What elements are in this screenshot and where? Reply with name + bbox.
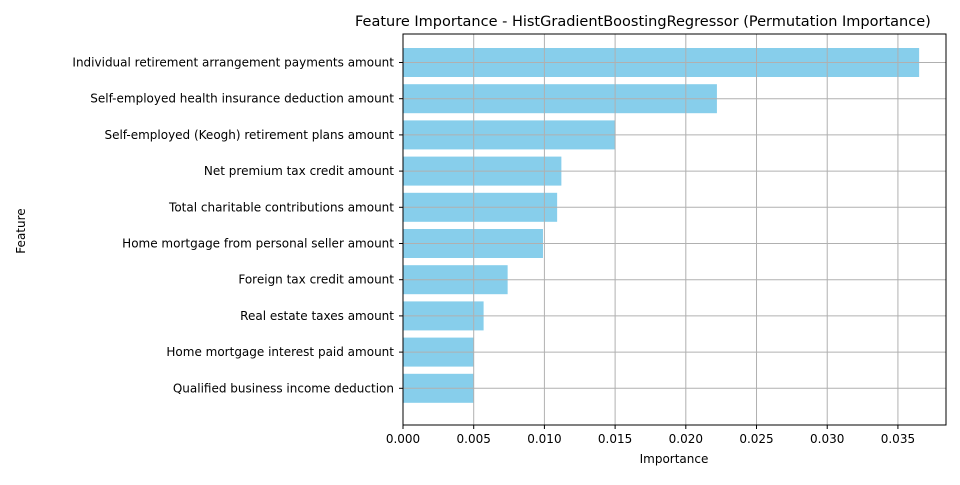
chart-title: Feature Importance - HistGradientBoostin… xyxy=(355,14,931,30)
y-tick-label: Foreign tax credit amount xyxy=(238,273,394,287)
x-tick-label: 0.005 xyxy=(457,432,491,446)
x-ticks: 0.000 0.005 0.010 0.015 0.020 0.025 0.030 0.035 xyxy=(386,425,915,446)
y-tick-label: Net premium tax credit amount xyxy=(204,164,394,178)
y-tick-label: Home mortgage from personal seller amoun… xyxy=(122,237,394,251)
x-tick-label: 0.020 xyxy=(669,432,703,446)
y-ticks: Individual retirement arrangement paymen… xyxy=(72,56,403,395)
plot-frame xyxy=(402,33,947,426)
x-tick-label: 0.015 xyxy=(598,432,632,446)
y-axis-title: Feature xyxy=(14,208,28,253)
x-tick-label: 0.025 xyxy=(739,432,773,446)
y-tick-label: Home mortgage interest paid amount xyxy=(166,345,394,359)
x-tick-label: 0.000 xyxy=(386,432,420,446)
x-tick-label: 0.030 xyxy=(810,432,844,446)
x-tick-label: 0.035 xyxy=(881,432,915,446)
y-tick-label: Qualified business income deduction xyxy=(173,381,394,395)
y-tick-label: Total charitable contributions amount xyxy=(168,200,394,214)
y-tick-label: Individual retirement arrangement paymen… xyxy=(72,56,394,70)
x-axis-title: Importance xyxy=(640,452,709,466)
y-tick-label: Self-employed health insurance deduction… xyxy=(90,92,394,106)
x-tick-label: 0.010 xyxy=(527,432,561,446)
y-tick-label: Self-employed (Keogh) retirement plans a… xyxy=(104,128,394,142)
y-tick-label: Real estate taxes amount xyxy=(240,309,394,323)
bars xyxy=(403,48,920,403)
